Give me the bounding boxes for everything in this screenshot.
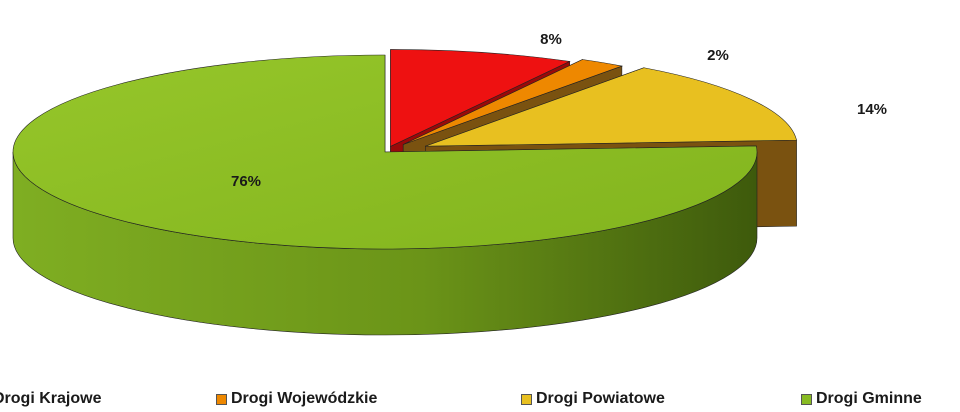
chart-legend: Drogi Krajowe Drogi Wojewódzkie Drogi Po… [0,390,960,412]
legend-item-drogi-gminne: Drogi Gminne [801,390,922,408]
legend-item-drogi-krajowe: Drogi Krajowe [0,390,101,408]
pie-slices [12,49,797,336]
legend-label: Drogi Powiatowe [536,390,665,407]
legend-label: Drogi Wojewódzkie [231,390,378,407]
value-label-drogi-wojew-dzkie: 2% [707,47,729,64]
legend-label: Drogi Krajowe [0,390,102,407]
legend-swatch-icon [216,393,227,405]
pie-value-labels: 8% 2% 14% 76% [231,31,887,190]
pie-slice-top [390,49,571,147]
legend-item-drogi-powiatowe: Drogi Powiatowe [521,390,665,408]
value-label-drogi-krajowe: 8% [540,31,562,48]
legend-item-drogi-wojewodzkie: Drogi Wojewódzkie [216,390,377,408]
value-label-drogi-gminne: 76% [231,173,261,190]
legend-label: Drogi Gminne [816,390,922,407]
pie-slice-drogi-gminne [12,54,758,336]
legend-swatch-icon [521,393,532,405]
legend-swatch-icon [801,393,812,405]
pie-slice-top [403,59,624,145]
pie-slice-top [425,67,797,147]
pie-slice-top [12,54,758,250]
value-label-drogi-powiatowe: 14% [857,101,887,118]
